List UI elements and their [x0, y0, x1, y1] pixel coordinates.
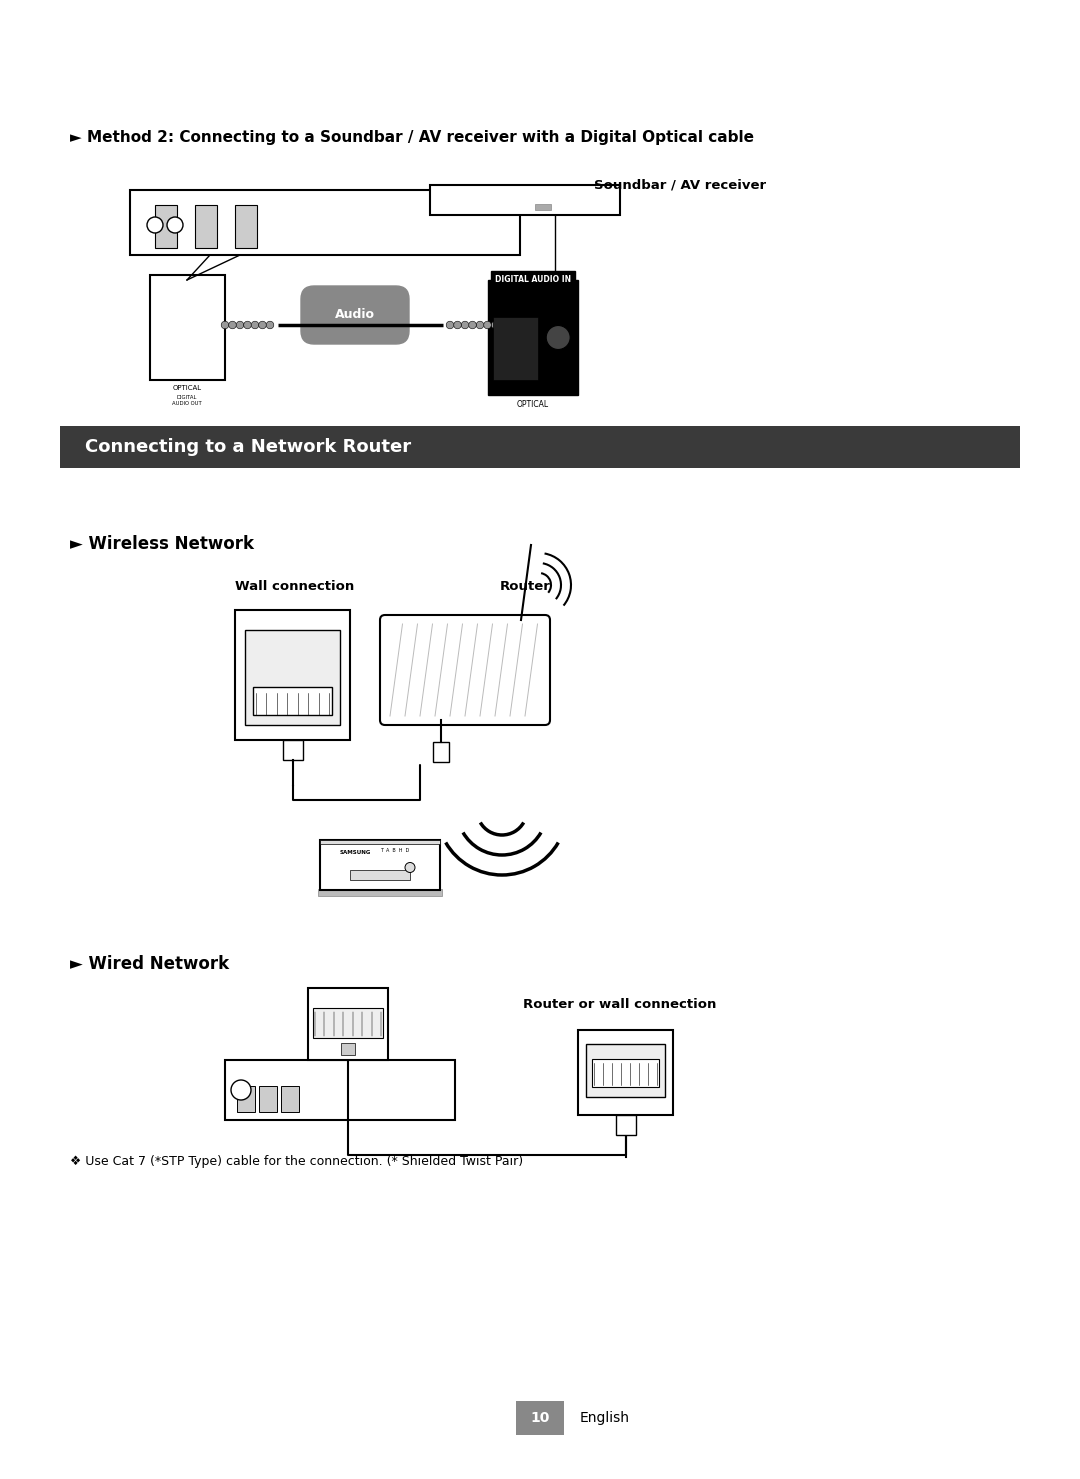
Text: Wall connection: Wall connection — [235, 580, 354, 593]
Circle shape — [259, 321, 267, 328]
Text: SAMSUNG: SAMSUNG — [340, 850, 372, 855]
Bar — [283, 740, 302, 760]
Text: Connecting to a Network Router: Connecting to a Network Router — [85, 438, 411, 456]
Circle shape — [476, 321, 484, 328]
Bar — [150, 275, 225, 380]
Circle shape — [405, 862, 415, 873]
Bar — [281, 1086, 299, 1112]
Text: ❖ Use Cat 7 (*STP Type) cable for the connection. (* Shielded Twist Pair): ❖ Use Cat 7 (*STP Type) cable for the co… — [70, 1155, 523, 1168]
Circle shape — [147, 217, 163, 234]
Bar — [516, 1401, 564, 1435]
FancyBboxPatch shape — [301, 285, 409, 345]
Text: Audio: Audio — [335, 309, 375, 321]
Bar — [318, 889, 442, 896]
Bar — [341, 1043, 355, 1055]
Bar — [130, 189, 519, 254]
Bar — [235, 609, 350, 740]
Text: Router or wall connection: Router or wall connection — [524, 998, 717, 1012]
Bar — [60, 426, 1020, 467]
Bar — [245, 630, 340, 725]
Text: DIGITAL
AUDIO OUT: DIGITAL AUDIO OUT — [172, 395, 202, 405]
Bar — [235, 206, 257, 248]
Text: ► Wired Network: ► Wired Network — [70, 955, 229, 973]
Bar — [488, 280, 578, 395]
Text: Soundbar / AV receiver: Soundbar / AV receiver — [594, 177, 766, 191]
Bar — [586, 1044, 665, 1097]
Bar — [313, 1009, 383, 1038]
Bar — [535, 204, 551, 210]
Bar — [592, 1059, 659, 1087]
Circle shape — [469, 321, 476, 328]
Circle shape — [266, 321, 274, 328]
Bar — [433, 742, 449, 762]
Circle shape — [167, 217, 183, 234]
Bar — [320, 840, 440, 890]
Bar — [195, 206, 217, 248]
Bar — [225, 1060, 455, 1120]
Bar — [350, 870, 410, 880]
Circle shape — [252, 321, 259, 328]
Bar — [259, 1086, 276, 1112]
Circle shape — [546, 325, 570, 349]
Text: T  A  B  H  D: T A B H D — [380, 847, 409, 852]
Bar — [578, 1029, 673, 1115]
Text: Router: Router — [500, 580, 551, 593]
Circle shape — [221, 321, 229, 328]
Bar — [308, 988, 388, 1060]
Bar — [237, 1086, 255, 1112]
Text: ► Method 2: Connecting to a Soundbar / AV receiver with a Digital Optical cable: ► Method 2: Connecting to a Soundbar / A… — [70, 130, 754, 145]
Text: OPTICAL: OPTICAL — [517, 399, 549, 410]
Bar — [430, 185, 620, 214]
Circle shape — [231, 1080, 251, 1100]
Circle shape — [454, 321, 461, 328]
FancyBboxPatch shape — [380, 615, 550, 725]
Circle shape — [244, 321, 252, 328]
Bar — [156, 206, 177, 248]
Bar — [616, 1115, 635, 1134]
Bar — [253, 688, 332, 714]
Bar — [320, 840, 440, 845]
Text: DIGITAL AUDIO IN: DIGITAL AUDIO IN — [495, 275, 571, 284]
Text: 10: 10 — [530, 1411, 550, 1424]
Bar — [492, 317, 538, 380]
Circle shape — [229, 321, 237, 328]
Circle shape — [446, 321, 454, 328]
Text: English: English — [580, 1411, 630, 1424]
Circle shape — [237, 321, 244, 328]
Circle shape — [461, 321, 469, 328]
Text: ► Wireless Network: ► Wireless Network — [70, 535, 254, 553]
Circle shape — [491, 321, 499, 328]
Text: OPTICAL: OPTICAL — [173, 385, 202, 390]
Circle shape — [484, 321, 491, 328]
